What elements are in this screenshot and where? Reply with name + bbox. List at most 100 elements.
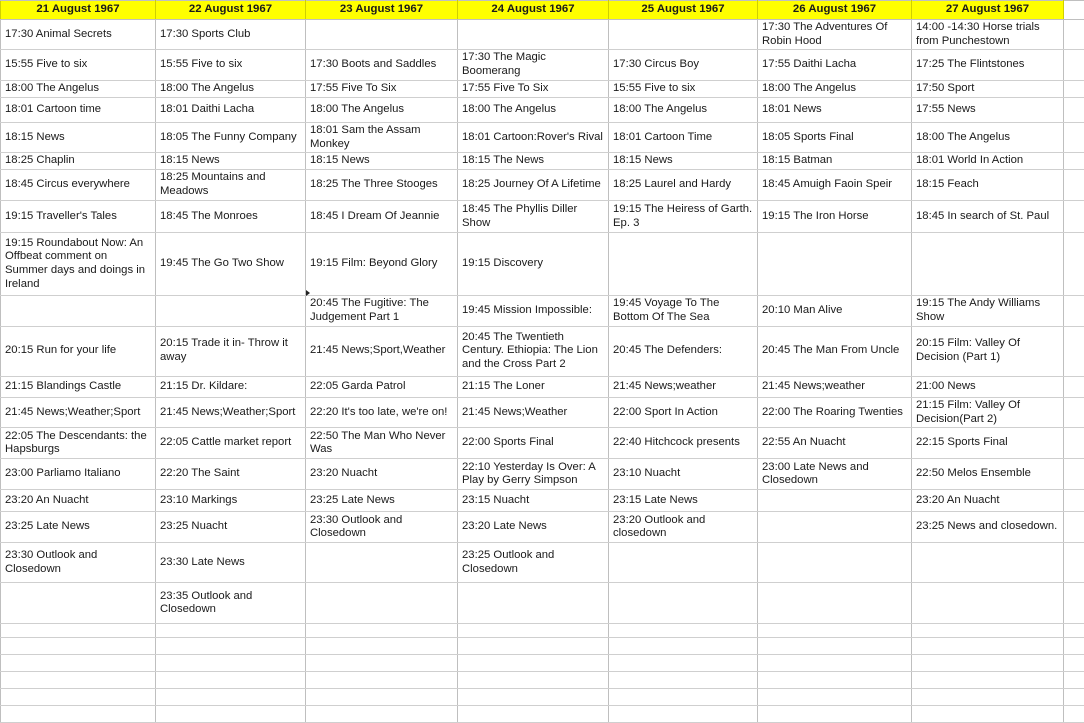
empty-cell[interactable] bbox=[912, 689, 1064, 706]
empty-cell[interactable] bbox=[609, 583, 758, 624]
schedule-cell[interactable]: 17:30 Sports Club bbox=[156, 19, 306, 50]
empty-cell[interactable] bbox=[306, 638, 458, 655]
column-header-aug25[interactable]: 25 August 1967 bbox=[609, 1, 758, 20]
schedule-cell[interactable]: 20:45 The Defenders: bbox=[609, 326, 758, 376]
empty-cell[interactable] bbox=[156, 689, 306, 706]
schedule-cell[interactable]: 18:01 Daithi Lacha bbox=[156, 97, 306, 122]
empty-cell[interactable] bbox=[1064, 512, 1084, 543]
empty-cell[interactable] bbox=[1064, 624, 1084, 638]
schedule-cell[interactable]: 18:45 The Phyllis Diller Show bbox=[458, 201, 609, 233]
empty-cell[interactable] bbox=[758, 655, 912, 672]
schedule-cell[interactable]: 22:05 The Descendants: the Hapsburgs bbox=[1, 428, 156, 459]
empty-cell[interactable] bbox=[306, 672, 458, 689]
schedule-cell[interactable]: 23:25 Late News bbox=[1, 512, 156, 543]
empty-cell[interactable] bbox=[758, 512, 912, 543]
schedule-cell[interactable]: 18:00 The Angelus bbox=[458, 97, 609, 122]
schedule-cell[interactable]: 20:15 Film: Valley Of Decision (Part 1) bbox=[912, 326, 1064, 376]
empty-cell[interactable] bbox=[1064, 97, 1084, 122]
empty-cell[interactable] bbox=[1064, 638, 1084, 655]
empty-cell[interactable] bbox=[1064, 19, 1084, 50]
schedule-cell[interactable]: 18:45 In search of St. Paul bbox=[912, 201, 1064, 233]
empty-cell[interactable] bbox=[1064, 376, 1084, 397]
column-header-aug24[interactable]: 24 August 1967 bbox=[458, 1, 609, 20]
empty-cell[interactable] bbox=[1, 706, 156, 723]
schedule-cell[interactable]: 21:45 News;Sport,Weather bbox=[306, 326, 458, 376]
schedule-cell[interactable]: 18:15 The News bbox=[458, 153, 609, 170]
empty-cell[interactable] bbox=[458, 689, 609, 706]
schedule-cell[interactable]: 23:20 An Nuacht bbox=[912, 490, 1064, 512]
schedule-cell[interactable]: 18:25 Laurel and Hardy bbox=[609, 170, 758, 201]
schedule-cell[interactable]: 19:45 The Go Two Show bbox=[156, 233, 306, 296]
schedule-cell[interactable]: 23:25 Outlook and Closedown bbox=[458, 543, 609, 583]
schedule-cell[interactable]: 18:15 News bbox=[1, 122, 156, 153]
empty-cell[interactable] bbox=[1064, 490, 1084, 512]
empty-cell[interactable] bbox=[306, 543, 458, 583]
empty-cell[interactable] bbox=[758, 543, 912, 583]
empty-cell[interactable] bbox=[912, 706, 1064, 723]
schedule-cell[interactable]: 17:25 The Flintstones bbox=[912, 50, 1064, 81]
empty-cell[interactable] bbox=[306, 655, 458, 672]
schedule-cell[interactable]: 19:45 Mission Impossible: bbox=[458, 296, 609, 327]
empty-cell[interactable] bbox=[609, 706, 758, 723]
empty-cell[interactable] bbox=[306, 689, 458, 706]
schedule-cell[interactable]: 21:00 News bbox=[912, 376, 1064, 397]
schedule-cell[interactable]: 19:15 The Andy Williams Show bbox=[912, 296, 1064, 327]
empty-cell[interactable] bbox=[156, 638, 306, 655]
empty-cell[interactable] bbox=[1, 689, 156, 706]
schedule-cell[interactable]: 18:05 The Funny Company bbox=[156, 122, 306, 153]
empty-cell[interactable] bbox=[1064, 201, 1084, 233]
schedule-cell[interactable]: 23:20 An Nuacht bbox=[1, 490, 156, 512]
empty-cell[interactable] bbox=[1064, 689, 1084, 706]
empty-cell[interactable] bbox=[458, 624, 609, 638]
schedule-cell[interactable]: 20:45 The Fugitive: The Judgement Part 1 bbox=[306, 296, 458, 327]
column-header-blank[interactable] bbox=[1064, 1, 1084, 20]
schedule-cell[interactable]: 18:15 Batman bbox=[758, 153, 912, 170]
empty-cell[interactable] bbox=[156, 706, 306, 723]
empty-cell[interactable] bbox=[758, 638, 912, 655]
empty-cell[interactable] bbox=[458, 583, 609, 624]
schedule-cell[interactable]: 23:15 Nuacht bbox=[458, 490, 609, 512]
schedule-cell[interactable]: 23:25 Nuacht bbox=[156, 512, 306, 543]
empty-cell[interactable] bbox=[609, 638, 758, 655]
schedule-cell[interactable]: 21:45 News;weather bbox=[758, 376, 912, 397]
schedule-cell[interactable]: 22:20 It's too late, we're on! bbox=[306, 397, 458, 428]
schedule-cell[interactable]: 21:15 The Loner bbox=[458, 376, 609, 397]
schedule-cell[interactable]: 18:45 Circus everywhere bbox=[1, 170, 156, 201]
empty-cell[interactable] bbox=[758, 490, 912, 512]
empty-cell[interactable] bbox=[912, 583, 1064, 624]
schedule-cell[interactable]: 20:15 Trade it in- Throw it away bbox=[156, 326, 306, 376]
empty-cell[interactable] bbox=[458, 19, 609, 50]
schedule-cell[interactable]: 19:15 The Iron Horse bbox=[758, 201, 912, 233]
schedule-cell[interactable]: 20:45 The Man From Uncle bbox=[758, 326, 912, 376]
schedule-cell[interactable]: 23:20 Nuacht bbox=[306, 459, 458, 490]
schedule-cell[interactable]: 18:45 The Monroes bbox=[156, 201, 306, 233]
schedule-cell[interactable]: 22:55 An Nuacht bbox=[758, 428, 912, 459]
schedule-cell[interactable]: 18:05 Sports Final bbox=[758, 122, 912, 153]
empty-cell[interactable] bbox=[1064, 397, 1084, 428]
empty-cell[interactable] bbox=[1064, 296, 1084, 327]
schedule-cell[interactable]: 18:00 The Angelus bbox=[758, 81, 912, 98]
schedule-cell[interactable]: 18:01 Cartoon Time bbox=[609, 122, 758, 153]
schedule-cell[interactable]: 22:05 Garda Patrol bbox=[306, 376, 458, 397]
empty-cell[interactable] bbox=[609, 655, 758, 672]
schedule-cell[interactable]: 19:15 The Heiress of Garth. Ep. 3 bbox=[609, 201, 758, 233]
empty-cell[interactable] bbox=[609, 689, 758, 706]
schedule-cell[interactable]: 23:30 Late News bbox=[156, 543, 306, 583]
schedule-cell[interactable]: 21:45 News;Weather;Sport bbox=[156, 397, 306, 428]
schedule-cell[interactable]: 18:25 Chaplin bbox=[1, 153, 156, 170]
schedule-cell[interactable]: 22:50 Melos Ensemble bbox=[912, 459, 1064, 490]
schedule-cell[interactable]: 23:00 Late News and Closedown bbox=[758, 459, 912, 490]
schedule-cell[interactable]: 17:30 Circus Boy bbox=[609, 50, 758, 81]
empty-cell[interactable] bbox=[306, 624, 458, 638]
empty-cell[interactable] bbox=[1064, 50, 1084, 81]
empty-cell[interactable] bbox=[458, 655, 609, 672]
empty-cell[interactable] bbox=[1064, 153, 1084, 170]
schedule-cell[interactable]: 23:30 Outlook and Closedown bbox=[1, 543, 156, 583]
schedule-cell[interactable]: 23:00 Parliamo Italiano bbox=[1, 459, 156, 490]
schedule-cell[interactable]: 17:55 Five To Six bbox=[306, 81, 458, 98]
schedule-cell[interactable]: 18:25 Journey Of A Lifetime bbox=[458, 170, 609, 201]
empty-cell[interactable] bbox=[156, 655, 306, 672]
schedule-cell[interactable]: 22:10 Yesterday Is Over: A Play by Gerry… bbox=[458, 459, 609, 490]
